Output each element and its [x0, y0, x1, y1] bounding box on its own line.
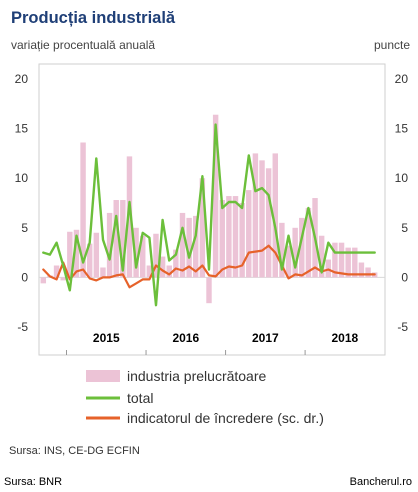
bar: [159, 256, 166, 278]
bar: [166, 265, 172, 278]
bar: [40, 277, 47, 284]
bar: [292, 227, 298, 278]
bar: [60, 277, 66, 281]
y-tick-right: 0: [401, 270, 408, 284]
year-label: 2015: [93, 331, 120, 345]
line-total: [42, 123, 376, 307]
legend-swatch-bars: [86, 370, 120, 382]
y-tick-right: -5: [397, 320, 408, 334]
bar: [206, 277, 212, 304]
bar: [285, 245, 292, 278]
legend: industria prelucrătoare total indicatorul …: [86, 368, 324, 426]
y-axis-right: 20 15 10 5 0 -5: [395, 72, 409, 334]
bar: [219, 200, 225, 278]
y-tick-left: 10: [15, 171, 29, 185]
right-axis-unit: puncte: [373, 38, 410, 52]
legend-label: total: [127, 390, 153, 406]
bar: [259, 160, 265, 278]
bar: [212, 114, 219, 278]
bar: [358, 262, 365, 278]
bar: [299, 217, 305, 278]
y-tick-left: 20: [15, 72, 29, 86]
legend-label: industria prelucrătoare: [127, 368, 267, 384]
bar: [67, 231, 73, 278]
y-tick-left: 5: [21, 221, 28, 235]
bar: [365, 267, 371, 278]
bar: [272, 153, 278, 278]
source-note: Sursa: INS, CE-DG ECFIN: [9, 445, 140, 457]
y-tick-left: -5: [17, 320, 28, 334]
chart-title: Producția industrială: [11, 9, 176, 27]
line-confidence: [42, 244, 376, 289]
plot-frame: [38, 63, 386, 356]
bar: [133, 227, 139, 278]
credit-left: Sursa: BNR: [4, 476, 63, 488]
bar: [73, 229, 80, 278]
bar: [246, 190, 252, 278]
y-tick-left: 15: [15, 122, 29, 136]
y-tick-right: 5: [401, 221, 408, 235]
bar: [140, 235, 146, 278]
y-tick-right: 20: [395, 72, 409, 86]
y-tick-left: 0: [21, 270, 28, 284]
bar: [53, 265, 60, 278]
bar: [305, 207, 312, 278]
bar: [332, 242, 338, 278]
y-axis-left: 20 15 10 5 0 -5: [15, 72, 29, 334]
y-tick-right: 15: [395, 122, 409, 136]
bar: [193, 215, 199, 278]
x-axis-ticks: [66, 350, 306, 355]
bar: [86, 243, 93, 278]
credit-right: Bancherul.ro: [349, 476, 412, 488]
bar: [126, 156, 133, 278]
bar: [113, 200, 119, 278]
bar: [186, 217, 192, 278]
bar: [179, 212, 186, 278]
bar: [345, 247, 351, 278]
lines-series: [42, 123, 376, 307]
year-label: 2018: [332, 331, 359, 345]
bar: [199, 178, 206, 278]
chart-subtitle: variație procentuală anuală: [11, 38, 156, 52]
bar: [265, 168, 272, 278]
bar: [80, 142, 86, 278]
bar: [106, 212, 113, 278]
legend-label: indicatorul de încredere (sc. dr.): [127, 410, 324, 426]
bar: [252, 153, 259, 278]
bar: [173, 249, 179, 278]
bar: [279, 222, 285, 278]
bar: [239, 203, 245, 278]
bar: [232, 196, 239, 278]
bar: [120, 200, 126, 278]
y-tick-right: 10: [395, 171, 409, 185]
bars-series: [40, 114, 378, 304]
bar: [338, 242, 345, 278]
bar: [352, 247, 358, 278]
x-axis-year-labels: 2015 2016 2017 2018: [93, 331, 359, 345]
year-label: 2016: [172, 331, 199, 345]
bar: [146, 265, 153, 278]
bar: [93, 232, 100, 278]
year-label: 2017: [252, 331, 279, 345]
bar: [226, 196, 232, 278]
bar: [153, 233, 159, 278]
bar: [318, 235, 325, 278]
bar: [100, 267, 106, 278]
